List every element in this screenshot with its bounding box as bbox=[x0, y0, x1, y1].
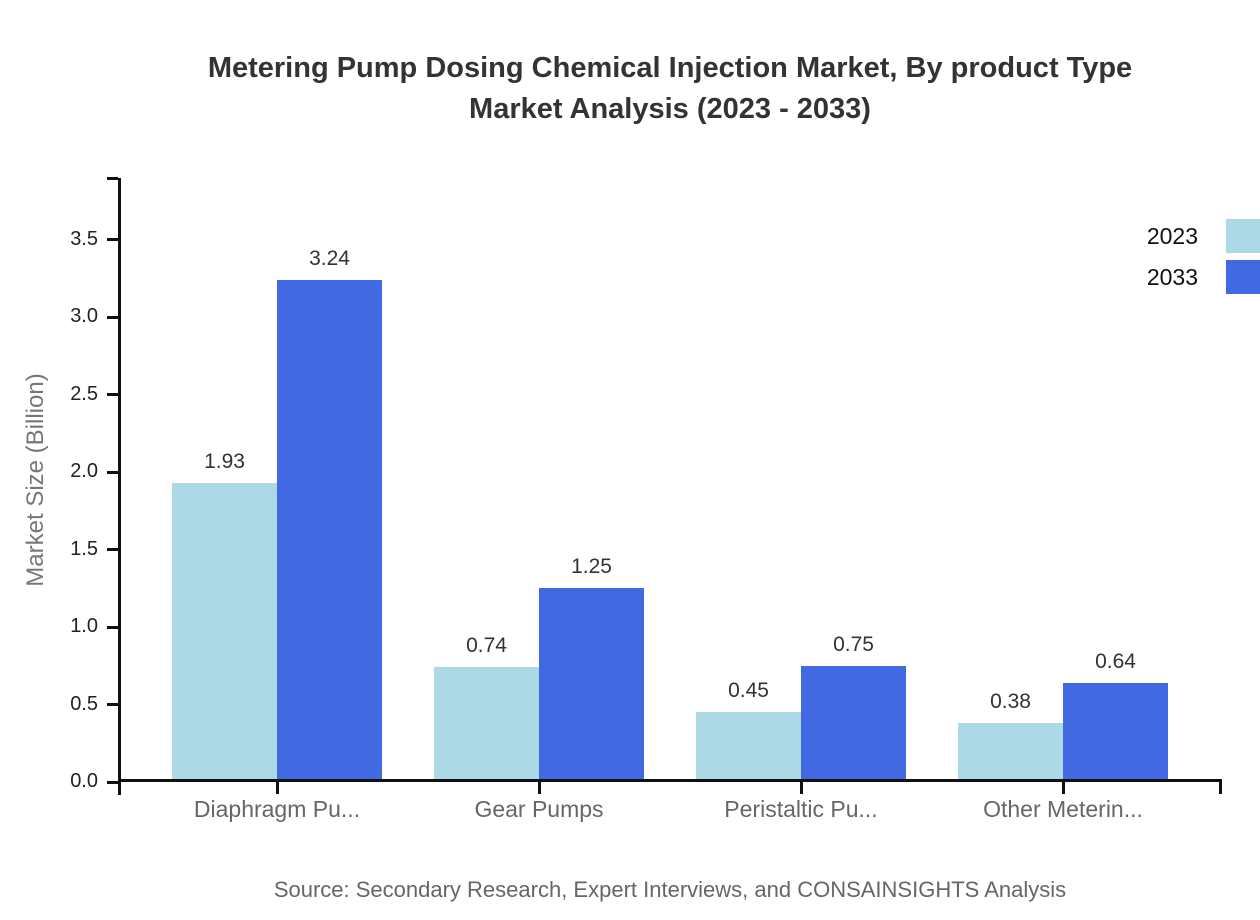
x-axis-category-label: Gear Pumps bbox=[474, 796, 604, 822]
legend-swatch-2033 bbox=[1226, 260, 1260, 294]
y-tick-label: 1.5 bbox=[70, 537, 98, 560]
bar-2033 bbox=[1063, 682, 1168, 782]
chart-title: Metering Pump Dosing Chemical Injection … bbox=[118, 48, 1222, 130]
x-tick bbox=[275, 782, 279, 794]
x-axis-category-label: Other Meterin... bbox=[983, 796, 1143, 822]
y-tick-label: 2.5 bbox=[70, 382, 98, 405]
y-tick bbox=[107, 548, 118, 552]
bar-value-label: 3.24 bbox=[309, 247, 350, 271]
x-tick bbox=[1061, 782, 1065, 794]
y-tick bbox=[107, 625, 118, 629]
y-tick-label: 0.5 bbox=[70, 692, 98, 715]
bar-value-label: 1.25 bbox=[571, 555, 612, 579]
bar-value-label: 0.74 bbox=[466, 634, 507, 658]
bar-value-label: 0.75 bbox=[833, 632, 874, 656]
bar-2023 bbox=[434, 667, 539, 782]
bar-2023 bbox=[172, 483, 277, 782]
bar-value-label: 0.38 bbox=[990, 690, 1031, 714]
y-tick-label: 2.0 bbox=[70, 460, 98, 483]
x-tick bbox=[537, 782, 541, 794]
y-tick bbox=[107, 315, 118, 319]
x-tick bbox=[799, 782, 803, 794]
bar-2023 bbox=[696, 712, 801, 782]
legend: 2023 2033 bbox=[1147, 219, 1260, 294]
source-text: Source: Secondary Research, Expert Inter… bbox=[273, 877, 1067, 902]
bar-2033 bbox=[801, 665, 906, 782]
y-axis-end-tick bbox=[107, 177, 118, 180]
plot-area: 1.93 3.24 0.74 1.25 0.45 0.75 0.38 0.64 Diaphra… bbox=[70, 177, 1222, 822]
y-tick-label: 0.0 bbox=[70, 770, 98, 792]
y-tick bbox=[107, 393, 118, 397]
legend-swatch-2023 bbox=[1226, 219, 1260, 253]
x-axis-category-label: Diaphragm Pu... bbox=[193, 796, 361, 822]
y-tick bbox=[107, 703, 118, 707]
bar-value-label: 0.45 bbox=[728, 679, 769, 703]
y-tick bbox=[107, 238, 118, 242]
y-tick-label: 1.0 bbox=[70, 615, 98, 638]
bar-2033 bbox=[277, 280, 382, 782]
bar-2023 bbox=[958, 723, 1063, 782]
legend-label: 2033 bbox=[1146, 263, 1198, 290]
chart-title-line1: Metering Pump Dosing Chemical Injection … bbox=[207, 52, 1133, 84]
y-tick-label: 3.0 bbox=[70, 305, 98, 328]
x-axis-line bbox=[118, 779, 1222, 782]
bar-2033 bbox=[539, 588, 644, 782]
bar-value-label: 0.64 bbox=[1095, 649, 1136, 673]
chart-title-line2: Market Analysis (2023 - 2033) bbox=[469, 93, 871, 125]
y-tick-label: 3.5 bbox=[70, 227, 98, 250]
x-axis-end-tick bbox=[1219, 782, 1222, 794]
legend-item: 2033 bbox=[1147, 260, 1260, 294]
y-tick bbox=[107, 470, 118, 474]
x-axis-category-label: Peristaltic Pu... bbox=[724, 796, 878, 822]
bar-value-label: 1.93 bbox=[204, 450, 245, 474]
legend-label: 2023 bbox=[1146, 222, 1198, 249]
y-tick bbox=[107, 780, 118, 784]
legend-item: 2023 bbox=[1147, 219, 1260, 253]
y-axis-line bbox=[118, 178, 121, 795]
